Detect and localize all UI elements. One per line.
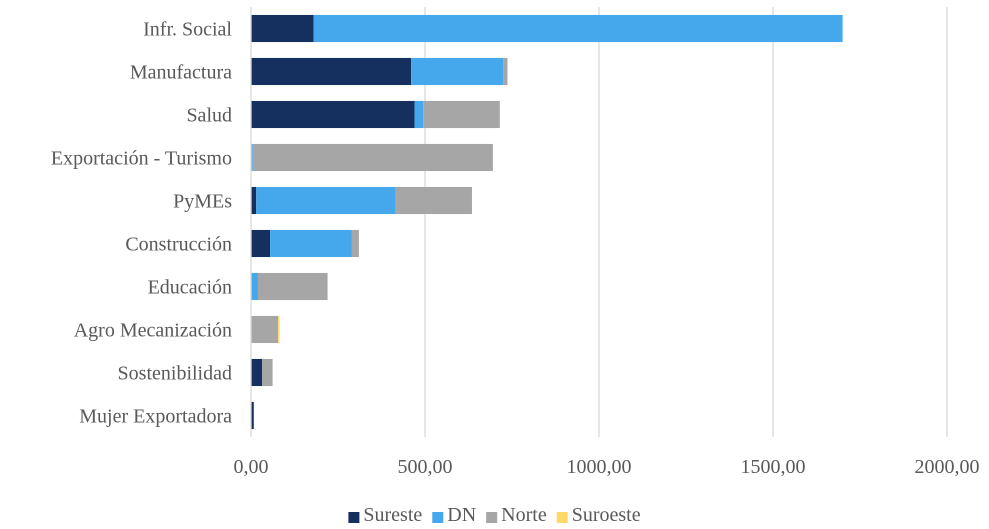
bar-sureste-1: [251, 57, 412, 86]
legend-swatch-sureste: [348, 512, 360, 523]
bar-dn-1: [411, 57, 504, 86]
bar-sureste-5: [251, 229, 271, 258]
bar-norte-5: [351, 229, 359, 258]
bars: [251, 14, 843, 430]
category-label: Sostenibilidad: [118, 363, 232, 385]
legend-label-suroeste: Suroeste: [572, 504, 641, 526]
x-tick-labels: 0,00 500,00 1000,00 1500,00 2000,00: [234, 456, 980, 478]
bar-sureste-4: [251, 186, 257, 215]
bar-norte-3: [252, 143, 493, 172]
category-label: Construcción: [125, 234, 232, 256]
legend-label-norte: Norte: [501, 504, 547, 526]
bar-norte-4: [395, 186, 472, 215]
category-labels: Infr. Social Manufactura Salud Exportación …: [51, 19, 233, 428]
category-label: Infr. Social: [143, 19, 232, 41]
category-label: PyMEs: [173, 191, 232, 213]
bar-norte-7: [251, 315, 279, 344]
bar-dn-3: [251, 143, 253, 172]
bar-dn-5: [270, 229, 352, 258]
category-label: Salud: [186, 105, 232, 127]
bar-norte-8: [262, 358, 273, 387]
legend: Sureste DN Norte Suroeste: [348, 504, 641, 526]
bar-sureste-0: [251, 14, 314, 43]
bar-dn-6: [251, 272, 258, 301]
legend-swatch-norte: [486, 512, 498, 523]
category-label: Manufactura: [130, 62, 232, 84]
category-label: Exportación - Turismo: [51, 148, 232, 170]
x-tick-label: 1500,00: [741, 456, 806, 478]
category-label: Educación: [148, 277, 232, 299]
x-tick-label: 2000,00: [915, 456, 980, 478]
x-tick-label: 500,00: [398, 456, 453, 478]
category-label: Mujer Exportadora: [79, 406, 232, 428]
bar-norte-2: [423, 100, 500, 129]
bar-sureste-9: [251, 401, 254, 430]
bar-suroeste-7: [278, 315, 280, 344]
legend-label-dn: DN: [447, 504, 476, 526]
category-label: Agro Mecanización: [74, 320, 232, 342]
x-tick-label: 0,00: [234, 456, 269, 478]
bar-dn-2: [414, 100, 424, 129]
gridlines: [424, 7, 948, 437]
x-tick-label: 1000,00: [567, 456, 632, 478]
bar-dn-4: [256, 186, 396, 215]
legend-swatch-dn: [432, 512, 444, 523]
bar-sureste-8: [251, 358, 263, 387]
legend-label-sureste: Sureste: [363, 504, 422, 526]
bar-sureste-2: [251, 100, 415, 129]
bar-norte-6: [257, 272, 328, 301]
bar-dn-0: [313, 14, 843, 43]
legend-swatch-suroeste: [556, 512, 568, 523]
bar-norte-1: [503, 57, 508, 86]
